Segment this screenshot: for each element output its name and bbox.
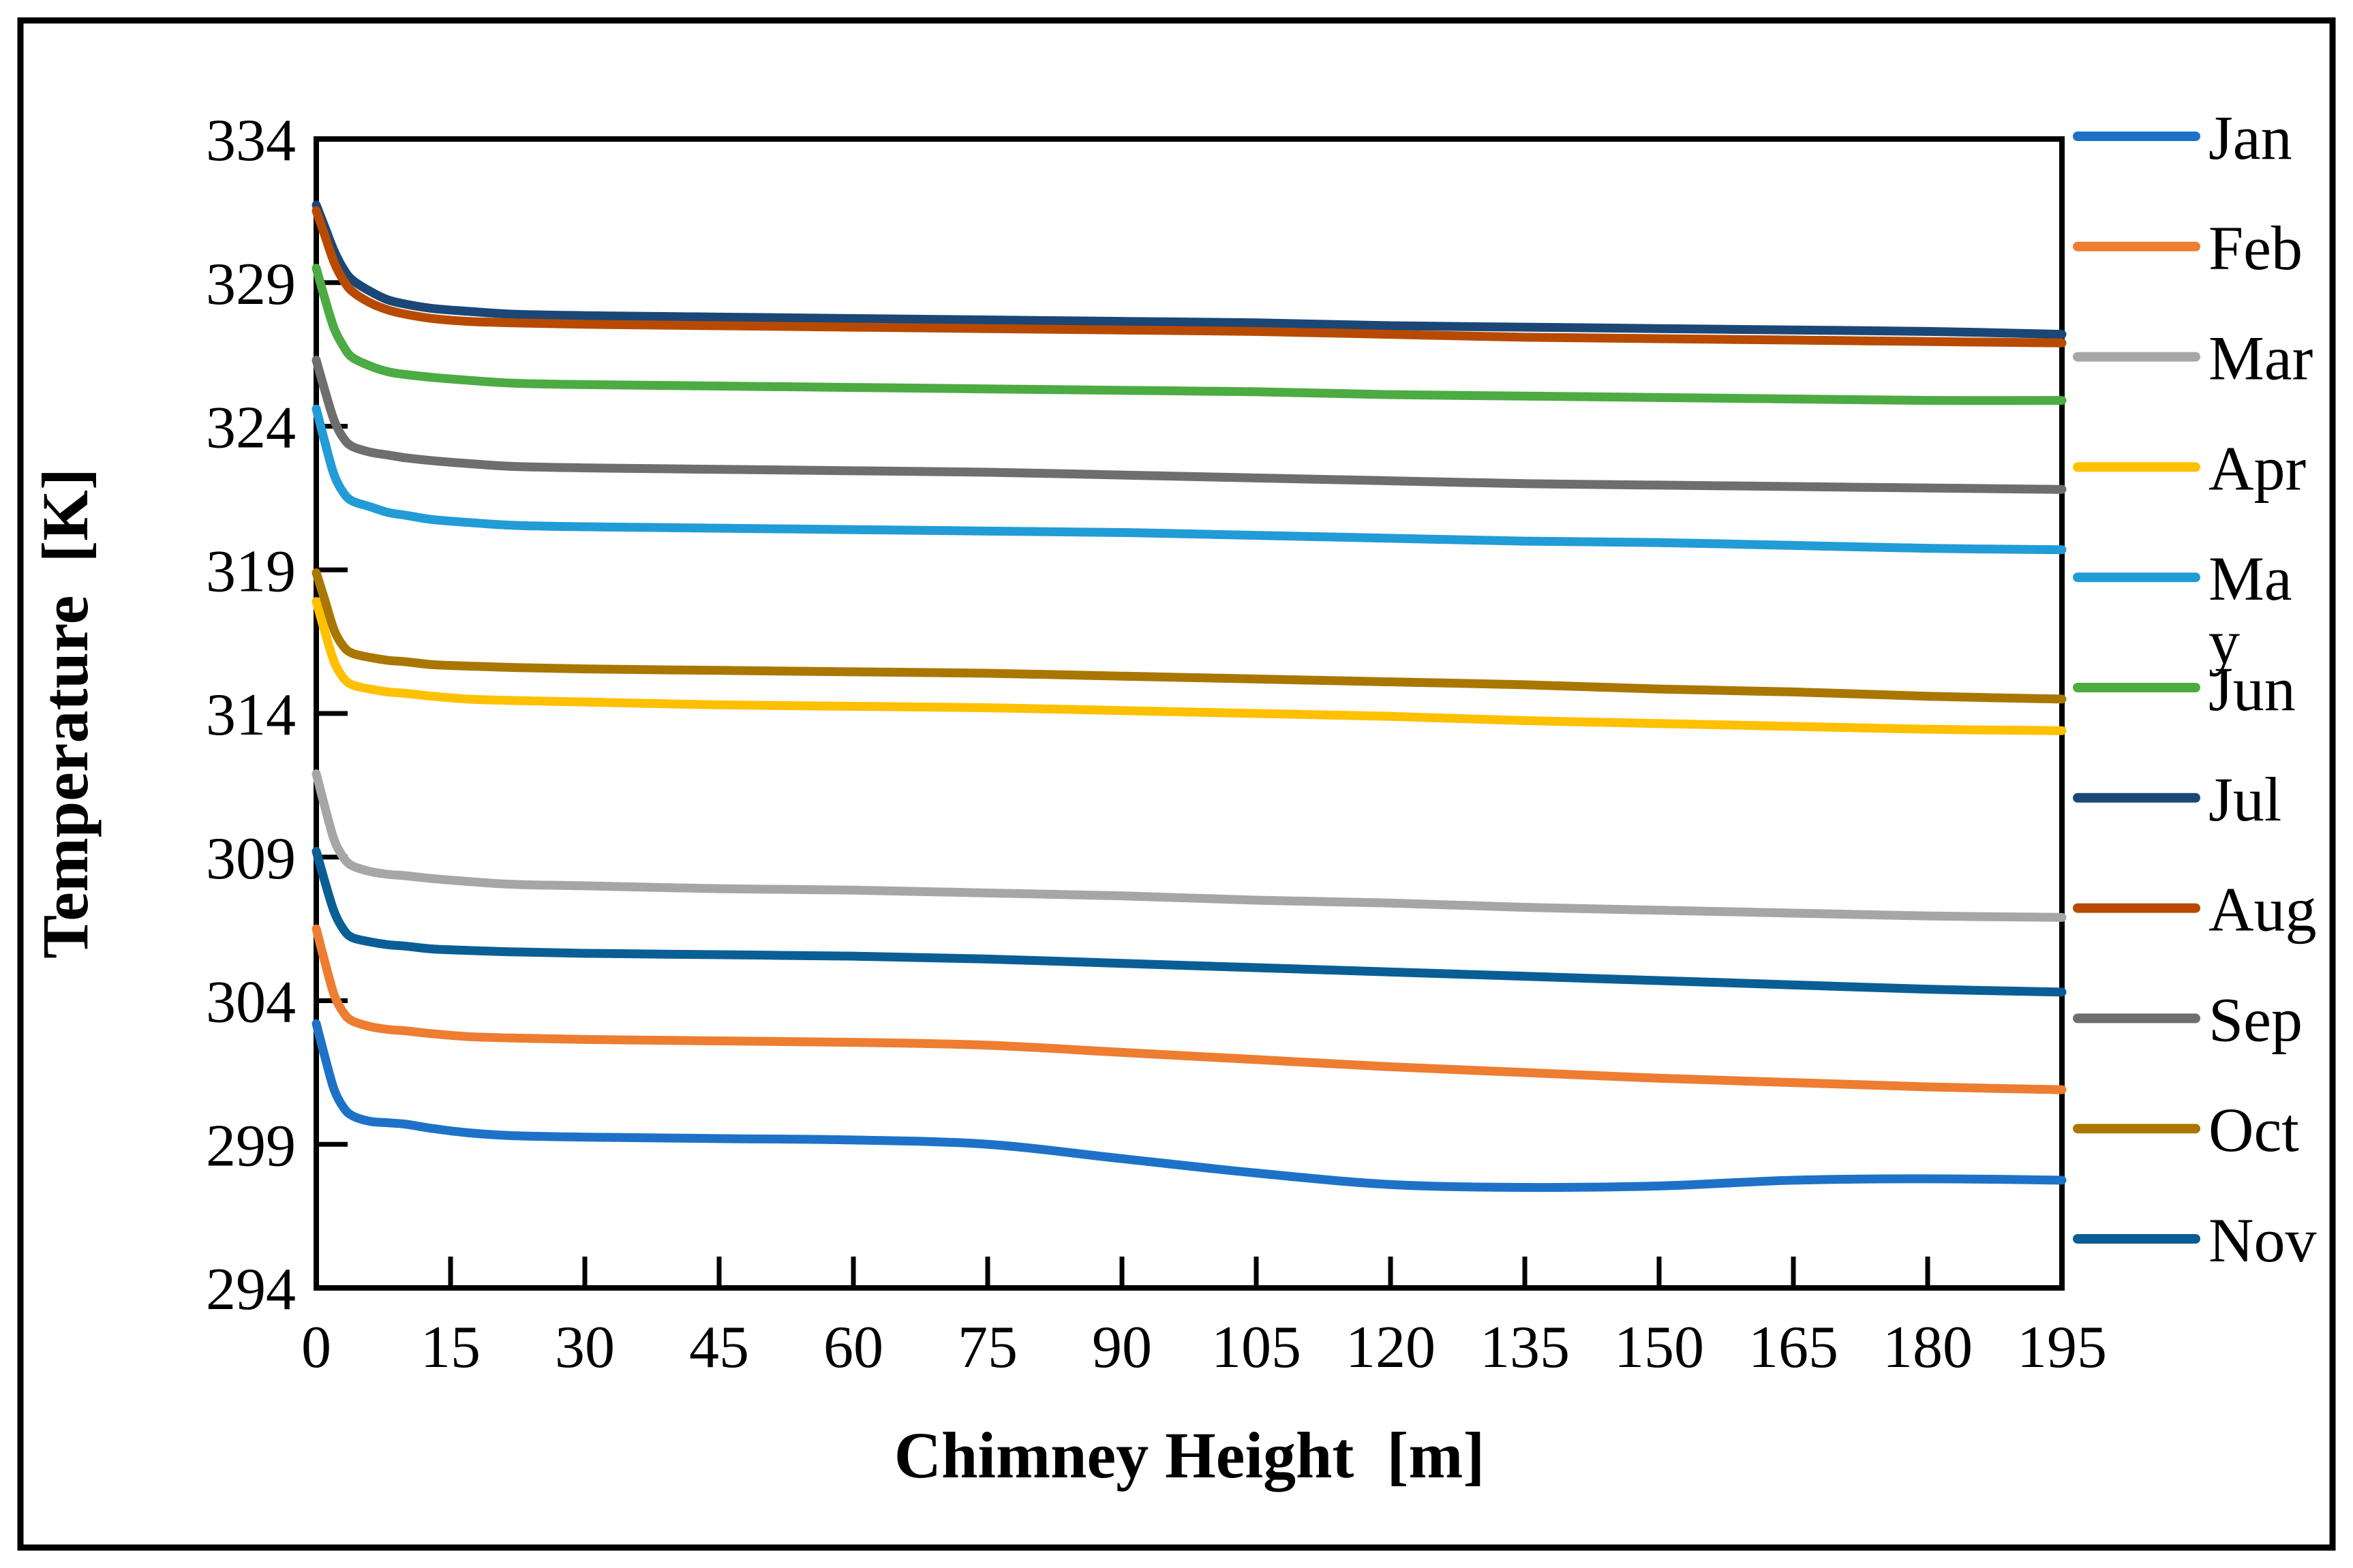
- legend-item-oct: Oct: [2073, 1095, 2299, 1165]
- series-line-jul: [312, 200, 2067, 339]
- y-tick-label: 304: [206, 970, 296, 1036]
- x-tick-label: 45: [689, 1315, 749, 1381]
- series-line-nov: [312, 846, 2067, 997]
- legend-label-jul: Jul: [2208, 765, 2281, 834]
- x-tick-label: 195: [2017, 1315, 2107, 1381]
- series-line-mar: [312, 769, 2067, 922]
- x-tick-label: 75: [958, 1315, 1018, 1381]
- series-line-aug: [312, 206, 2067, 348]
- y-tick-label: 319: [206, 538, 296, 604]
- y-tick-label: 314: [206, 682, 296, 748]
- x-tick-label: 120: [1346, 1315, 1436, 1381]
- x-tick-label: 30: [555, 1315, 615, 1381]
- legend-item-jul: Jul: [2073, 765, 2281, 834]
- x-tick-label: 180: [1883, 1315, 1973, 1381]
- y-tick-label: 294: [206, 1257, 296, 1323]
- x-tick-label: 165: [1748, 1315, 1838, 1381]
- y-axis-title: Temperature [K]: [29, 468, 102, 959]
- legend-label-jan: Jan: [2208, 103, 2292, 172]
- y-tick-label: 324: [206, 395, 296, 461]
- series-line-oct: [312, 568, 2067, 704]
- series-line-jan: [312, 1019, 2067, 1193]
- legend-label-sep: Sep: [2208, 985, 2303, 1054]
- y-tick-label: 329: [206, 251, 296, 318]
- y-tick-label: 299: [206, 1113, 296, 1179]
- legend-item-feb: Feb: [2073, 213, 2303, 283]
- legend-label-mar: Mar: [2208, 324, 2313, 393]
- x-tick-label: 135: [1480, 1315, 1570, 1381]
- series-line-jun: [312, 264, 2067, 405]
- x-tick-label: 15: [421, 1315, 481, 1381]
- series-line-apr: [312, 597, 2067, 735]
- legend-label-jun: Jun: [2208, 654, 2296, 724]
- x-tick-label: 60: [823, 1315, 883, 1381]
- legend-label-aug: Aug: [2208, 875, 2316, 944]
- legend-item-aug: Aug: [2073, 875, 2316, 944]
- x-tick-label: 105: [1211, 1315, 1301, 1381]
- series-line-feb: [312, 924, 2067, 1094]
- x-tick-label: 90: [1092, 1315, 1152, 1381]
- legend-item-nov: Nov: [2073, 1205, 2316, 1275]
- x-tick-label: 150: [1614, 1315, 1704, 1381]
- legend-label-oct: Oct: [2208, 1095, 2299, 1165]
- x-tick-label: 0: [301, 1315, 331, 1381]
- legend-label-feb: Feb: [2208, 213, 2303, 283]
- legend-label-may: Ma: [2208, 544, 2292, 613]
- legend-item-jan: Jan: [2073, 103, 2292, 172]
- figure-border: [17, 17, 2336, 1551]
- y-tick-label: 334: [206, 108, 296, 174]
- x-axis-title: Chimney Height [m]: [894, 1419, 1485, 1492]
- plot-area-border: [314, 136, 2065, 1291]
- legend-item-may: May: [2073, 544, 2292, 677]
- legend-item-jun: Jun: [2073, 654, 2296, 724]
- legend-item-sep: Sep: [2073, 985, 2303, 1054]
- legend-label-apr: Apr: [2208, 433, 2306, 503]
- legend-item-mar: Mar: [2073, 324, 2313, 393]
- legend-label-may: y: [2208, 607, 2240, 677]
- series-line-may: [312, 404, 2067, 555]
- legend-label-nov: Nov: [2208, 1205, 2316, 1275]
- legend-item-apr: Apr: [2073, 433, 2306, 503]
- series-line-sep: [312, 356, 2067, 494]
- y-tick-label: 309: [206, 826, 296, 892]
